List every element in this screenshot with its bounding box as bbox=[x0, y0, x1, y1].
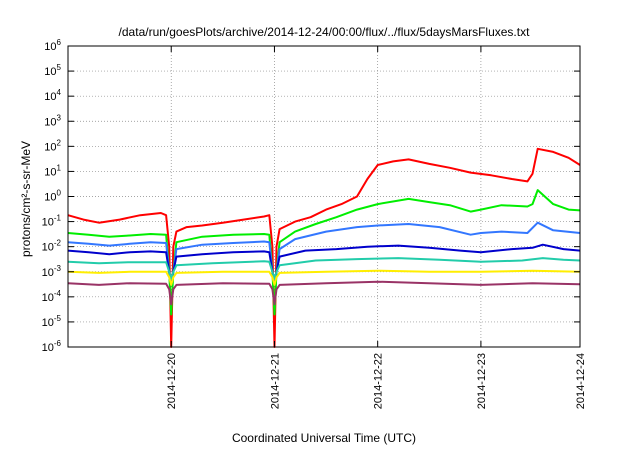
chart-title: /data/run/goesPlots/archive/2014-12-24/0… bbox=[119, 25, 531, 39]
y-tick-label: 10-5 bbox=[42, 314, 62, 329]
series-line bbox=[67, 269, 581, 286]
y-tick-label: 10-3 bbox=[42, 264, 62, 279]
grid bbox=[68, 46, 580, 347]
x-tick-label: 2014-12-21 bbox=[269, 353, 281, 409]
x-tick-label: 2014-12-23 bbox=[476, 353, 488, 409]
x-tick-label: 2014-12-24 bbox=[575, 353, 587, 409]
series-layer bbox=[67, 147, 581, 348]
y-tick-label: 10-2 bbox=[42, 239, 62, 254]
x-tick-label: 2014-12-20 bbox=[166, 353, 178, 409]
y-tick-label: 106 bbox=[44, 38, 61, 53]
x-axis-label: Coordinated Universal Time (UTC) bbox=[232, 431, 416, 445]
y-axis-label: protons/cm²-s-sr-MeV bbox=[19, 141, 33, 257]
series-line bbox=[67, 257, 581, 281]
y-tick-label: 10-4 bbox=[42, 289, 62, 304]
y-tick-label: 105 bbox=[44, 63, 61, 78]
y-tick-label: 10-1 bbox=[42, 214, 62, 229]
y-tick-label: 10-6 bbox=[42, 339, 62, 354]
y-tick-label: 100 bbox=[44, 189, 61, 204]
series-line bbox=[67, 147, 581, 348]
y-tick-label: 101 bbox=[44, 163, 61, 178]
y-tick-label: 103 bbox=[44, 113, 61, 128]
x-tick-label: 2014-12-22 bbox=[373, 353, 385, 409]
series-line bbox=[67, 221, 581, 286]
y-tick-label: 104 bbox=[44, 88, 61, 103]
y-tick-label: 102 bbox=[44, 138, 61, 153]
series-line bbox=[67, 280, 581, 306]
